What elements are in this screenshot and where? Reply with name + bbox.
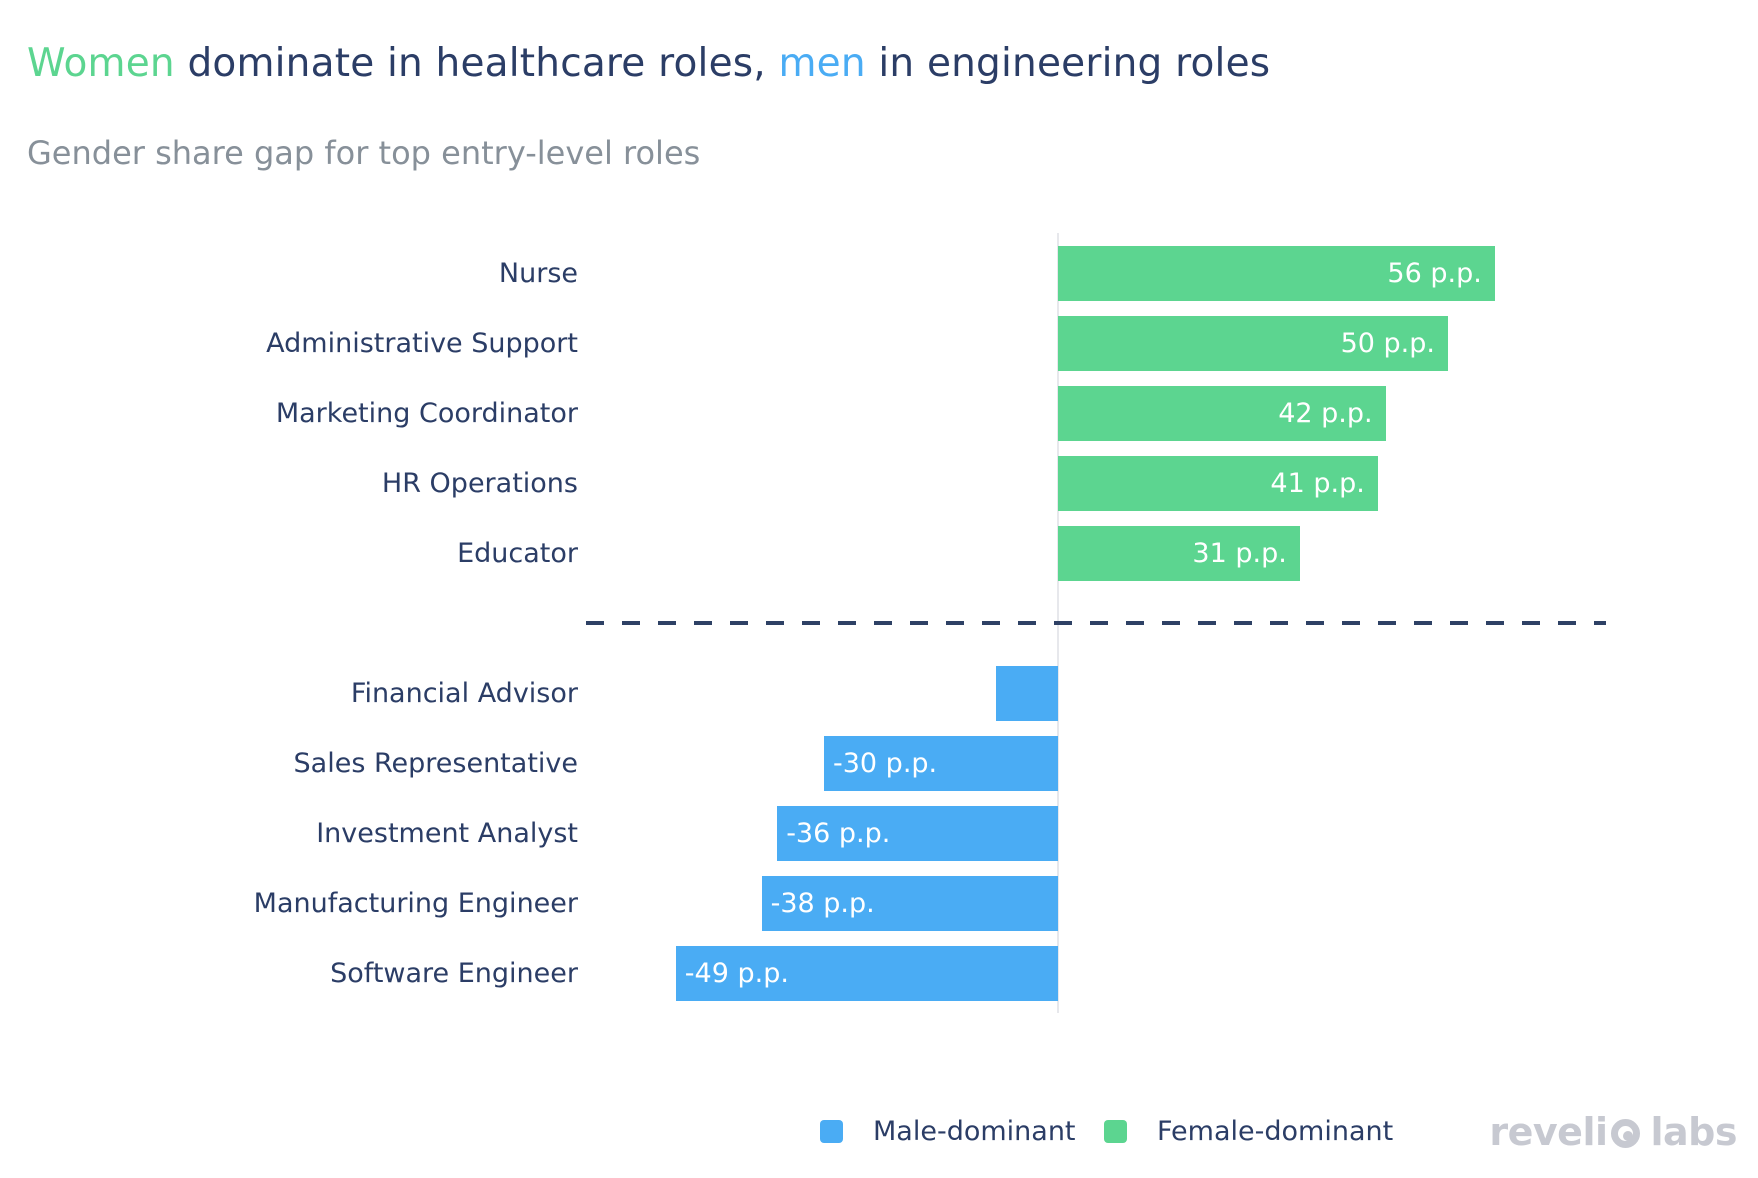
logo-text-labs: labs bbox=[1650, 1110, 1738, 1154]
bar-male[interactable]: -49 p.p. bbox=[675, 946, 1058, 1001]
bar-value-label: -38 p.p. bbox=[770, 888, 875, 919]
category-label: Investment Analyst bbox=[316, 818, 578, 849]
bar-male[interactable] bbox=[995, 666, 1058, 721]
bar-value-label: -36 p.p. bbox=[786, 818, 891, 849]
chart-subtitle: Gender share gap for top entry-level rol… bbox=[27, 134, 701, 172]
bar-value-label: 42 p.p. bbox=[1278, 398, 1373, 429]
title-text-mid2: in engineering roles bbox=[865, 41, 1271, 86]
bar-female[interactable]: 42 p.p. bbox=[1058, 386, 1386, 441]
title-text-mid1: dominate in healthcare roles, bbox=[174, 41, 779, 86]
legend-label-male: Male-dominant bbox=[873, 1115, 1076, 1147]
bar-male[interactable]: -38 p.p. bbox=[761, 876, 1058, 931]
legend-item-female-dominant[interactable]: Female-dominant bbox=[1104, 1115, 1394, 1147]
bar-female[interactable]: 31 p.p. bbox=[1058, 526, 1300, 581]
bar-female[interactable]: 56 p.p. bbox=[1058, 246, 1495, 301]
category-label: Nurse bbox=[498, 258, 578, 289]
category-label: Software Engineer bbox=[330, 958, 578, 989]
bar-value-label: 41 p.p. bbox=[1270, 468, 1365, 499]
legend-label-female: Female-dominant bbox=[1157, 1115, 1394, 1147]
category-label: Marketing Coordinator bbox=[275, 398, 578, 429]
bar-value-label: 56 p.p. bbox=[1387, 258, 1482, 289]
chart-title: Women dominate in healthcare roles, men … bbox=[27, 40, 1270, 89]
bar-value-label: -49 p.p. bbox=[684, 958, 789, 989]
legend-item-male-dominant[interactable]: Male-dominant bbox=[820, 1115, 1076, 1147]
category-label: Sales Representative bbox=[293, 748, 578, 779]
logo-o-icon bbox=[1610, 1118, 1640, 1148]
title-word-men: men bbox=[778, 41, 866, 86]
bar-female[interactable]: 41 p.p. bbox=[1058, 456, 1378, 511]
bar-female[interactable]: 50 p.p. bbox=[1058, 316, 1448, 371]
bar-value-label: 31 p.p. bbox=[1192, 538, 1287, 569]
revelio-labs-logo: reveli labs bbox=[1489, 1110, 1737, 1154]
category-label: Financial Advisor bbox=[350, 678, 578, 709]
bar-male[interactable]: -30 p.p. bbox=[824, 736, 1058, 791]
legend-swatch-female-icon bbox=[1104, 1119, 1127, 1143]
category-label: Manufacturing Engineer bbox=[253, 888, 578, 919]
logo-text-reveli: reveli bbox=[1489, 1110, 1608, 1154]
category-label: Administrative Support bbox=[266, 328, 578, 359]
legend-swatch-male-icon bbox=[820, 1119, 843, 1143]
category-label: HR Operations bbox=[381, 468, 578, 499]
title-word-women: Women bbox=[27, 41, 175, 86]
bar-male[interactable]: -36 p.p. bbox=[777, 806, 1058, 861]
bar-value-label: -30 p.p. bbox=[833, 748, 938, 779]
divider-dashed-line bbox=[586, 621, 1606, 625]
bar-value-label: 50 p.p. bbox=[1340, 328, 1435, 359]
category-label: Educator bbox=[457, 538, 578, 569]
